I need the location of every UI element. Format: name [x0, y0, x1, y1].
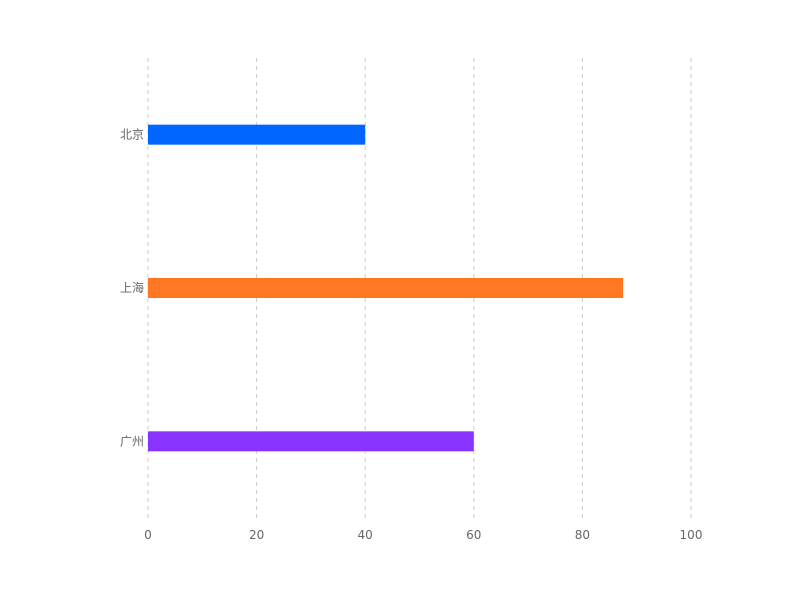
x-tick-label-3: 60 — [466, 528, 481, 542]
bar-1[interactable] — [148, 278, 624, 298]
y-category-label-0: 北京 — [120, 128, 144, 142]
bar-0[interactable] — [148, 124, 366, 145]
x-tick-label-4: 80 — [575, 528, 590, 542]
y-category-label-2: 广州 — [120, 434, 144, 448]
x-tick-label-0: 0 — [144, 528, 152, 542]
bar-2[interactable] — [148, 431, 474, 452]
x-tick-label-2: 40 — [358, 528, 373, 542]
x-tick-label-1: 20 — [249, 528, 264, 542]
y-category-label-1: 上海 — [120, 280, 144, 295]
bar-layer — [148, 124, 624, 452]
x-tick-label-5: 100 — [680, 528, 703, 542]
